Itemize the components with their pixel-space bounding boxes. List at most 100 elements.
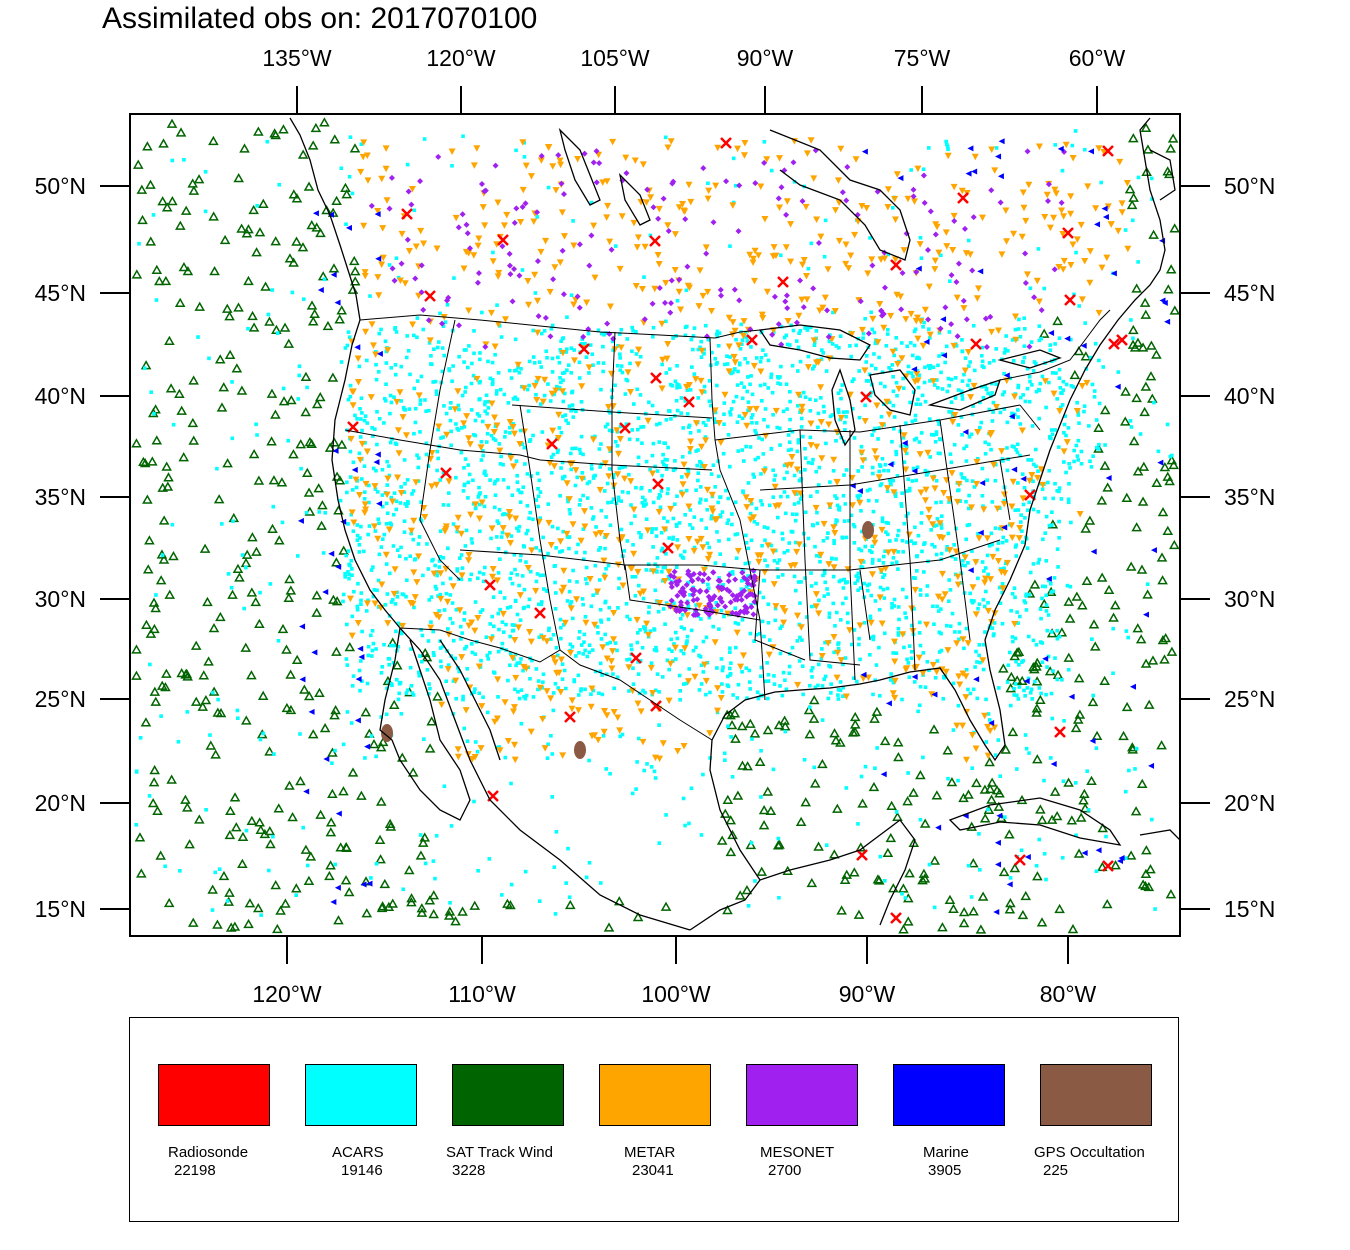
acars-marker	[618, 424, 623, 429]
acars-marker	[411, 693, 416, 697]
acars-marker	[1032, 462, 1036, 467]
acars-marker	[445, 303, 450, 307]
acars-marker	[995, 547, 1000, 552]
acars-marker	[913, 525, 917, 530]
acars-marker	[611, 497, 616, 502]
acars-marker	[757, 590, 762, 595]
acars-marker	[346, 522, 350, 526]
acars-marker	[583, 550, 587, 555]
acars-marker	[880, 519, 885, 524]
sat-track-wind-marker	[375, 742, 387, 752]
acars-marker	[628, 617, 632, 622]
acars-marker	[494, 392, 499, 396]
acars-marker	[715, 666, 719, 670]
metar-marker	[998, 448, 1006, 455]
metar-marker	[573, 596, 581, 603]
sat-track-wind-marker	[218, 870, 230, 881]
metar-marker	[488, 525, 496, 532]
acars-marker	[654, 648, 659, 653]
sat-track-wind-marker	[225, 805, 236, 816]
sat-track-wind-marker	[131, 438, 142, 448]
metar-marker	[699, 544, 707, 551]
acars-marker	[725, 521, 730, 526]
acars-marker	[1028, 570, 1033, 575]
acars-marker	[725, 362, 730, 366]
sat-track-wind-marker	[832, 803, 843, 813]
acars-marker	[822, 594, 827, 598]
acars-marker	[347, 174, 352, 179]
metar-marker	[639, 738, 647, 746]
acars-marker	[428, 686, 432, 691]
acars-marker	[789, 323, 793, 328]
sat-track-wind-marker	[1136, 564, 1148, 574]
acars-marker	[1099, 180, 1103, 185]
sat-track-wind-marker	[1141, 845, 1152, 855]
acars-marker	[763, 382, 767, 387]
acars-marker	[959, 581, 964, 585]
acars-marker	[429, 354, 433, 358]
acars-marker	[664, 319, 668, 324]
sat-track-wind-marker	[871, 706, 883, 716]
acars-marker	[674, 398, 679, 403]
acars-marker	[1007, 650, 1012, 655]
acars-marker	[391, 512, 396, 517]
acars-marker	[477, 380, 482, 385]
acars-marker	[470, 642, 474, 646]
sat-track-wind-marker	[237, 858, 248, 869]
acars-marker	[395, 548, 400, 553]
mesonet-marker	[761, 159, 768, 166]
acars-marker	[916, 533, 921, 538]
metar-marker	[383, 491, 391, 499]
acars-marker	[402, 530, 407, 534]
metar-marker	[921, 497, 929, 504]
acars-marker	[784, 333, 789, 338]
metar-marker	[812, 504, 820, 512]
mesonet-marker	[513, 205, 520, 212]
acars-marker	[740, 342, 744, 346]
metar-marker	[559, 388, 567, 395]
metar-marker	[794, 681, 802, 689]
metar-marker	[708, 491, 716, 499]
acars-marker	[498, 607, 502, 612]
metar-marker	[917, 318, 925, 325]
metar-marker	[448, 148, 456, 155]
sat-track-wind-marker	[779, 721, 791, 731]
acars-marker	[933, 675, 938, 680]
acars-marker	[943, 360, 947, 365]
sat-track-wind-marker	[1163, 284, 1174, 294]
mesonet-marker	[455, 224, 462, 231]
acars-marker	[886, 468, 891, 473]
sat-track-wind-marker	[334, 314, 345, 324]
acars-marker	[416, 456, 421, 460]
acars-marker	[515, 480, 520, 484]
acars-marker	[981, 395, 986, 400]
acars-marker	[589, 463, 594, 467]
sat-track-wind-marker	[1142, 144, 1154, 154]
acars-marker	[607, 428, 612, 433]
acars-marker	[982, 365, 986, 370]
acars-marker	[788, 389, 792, 394]
sat-track-wind-marker	[931, 790, 943, 800]
acars-marker	[868, 393, 872, 398]
acars-marker	[358, 435, 363, 439]
acars-marker	[448, 616, 453, 621]
acars-marker	[833, 624, 837, 628]
acars-marker	[618, 356, 622, 360]
sat-track-wind-marker	[450, 916, 461, 926]
acars-marker	[813, 685, 818, 690]
acars-marker	[827, 339, 832, 344]
acars-marker	[977, 602, 982, 606]
acars-marker	[376, 369, 381, 374]
acars-marker	[1048, 756, 1053, 760]
metar-marker	[884, 549, 892, 556]
acars-marker	[399, 399, 403, 403]
acars-marker	[949, 410, 954, 414]
acars-marker	[694, 645, 698, 650]
acars-marker	[435, 573, 439, 578]
metar-marker	[833, 674, 841, 682]
metar-marker	[729, 319, 737, 326]
acars-marker	[687, 821, 691, 826]
metar-marker	[837, 145, 845, 153]
sat-track-wind-marker	[904, 868, 915, 878]
acars-marker	[581, 602, 585, 607]
